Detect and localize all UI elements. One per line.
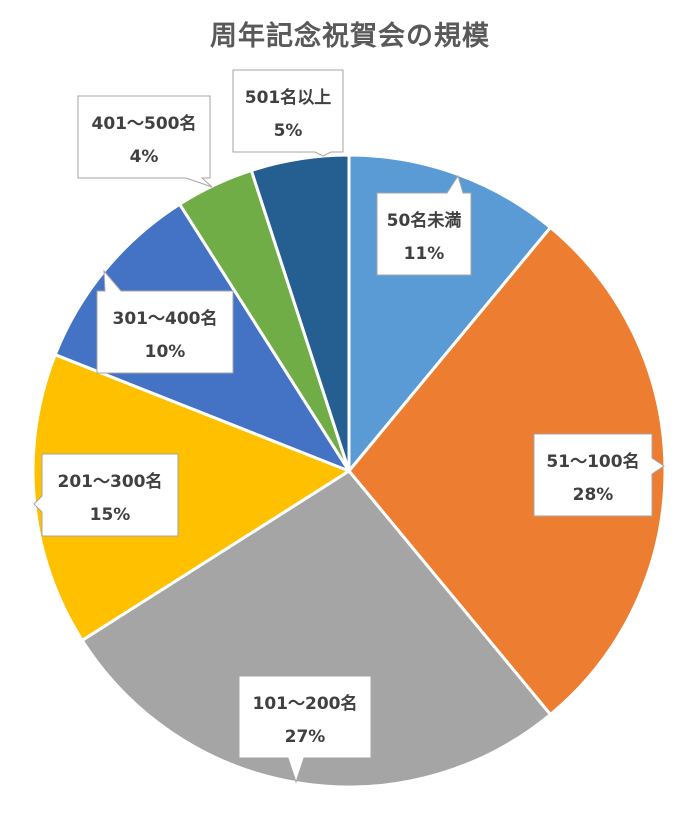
data-labels: 50名未満 11% 51～100名 28% 101～200名 27% 201～300名 15%… (33, 69, 665, 784)
data-label-percent: 27% (285, 727, 326, 747)
callout-box (533, 433, 665, 517)
chart-title: 周年記念祝賀会の規模 (210, 21, 490, 52)
data-label-percent: 15% (90, 505, 131, 525)
callout-box (232, 69, 344, 157)
data-label-percent: 5% (274, 121, 303, 141)
callout-box (238, 675, 372, 784)
data-label-category: 50名未満 (387, 210, 462, 231)
data-label-callout-5: 301～400名 10% (96, 269, 234, 374)
pie-slice-3 (80, 469, 552, 789)
data-label-percent: 10% (145, 342, 186, 362)
data-label-percent: 4% (130, 147, 159, 167)
data-label-category: 501名以上 (245, 87, 332, 108)
data-label-percent: 28% (573, 485, 614, 505)
data-label-callout-1: 50名未満 11% (376, 174, 472, 276)
data-label-callout-4: 201～300名 15% (33, 453, 179, 537)
data-label-callout-2: 51～100名 28% (533, 433, 665, 517)
data-label-category: 101～200名 (253, 693, 358, 714)
data-label-category: 301～400名 (113, 308, 218, 329)
pie-slice-7 (249, 153, 351, 473)
callout-box (96, 269, 234, 374)
pie-slice-2 (347, 226, 667, 716)
data-label-category: 401～500名 (92, 113, 197, 134)
data-label-category: 51～100名 (546, 451, 639, 472)
data-label-callout-3: 101～200名 27% (238, 675, 372, 784)
pie-slice-4 (31, 353, 351, 642)
callout-box (77, 95, 213, 188)
callout-box (376, 174, 472, 276)
callout-box (33, 453, 179, 537)
data-label-category: 201～300名 (58, 471, 163, 492)
data-label-percent: 11% (404, 244, 445, 264)
data-label-callout-6: 401～500名 4% (77, 95, 213, 188)
data-label-callout-7: 501名以上 5% (232, 69, 344, 157)
pie-slices (31, 153, 667, 789)
